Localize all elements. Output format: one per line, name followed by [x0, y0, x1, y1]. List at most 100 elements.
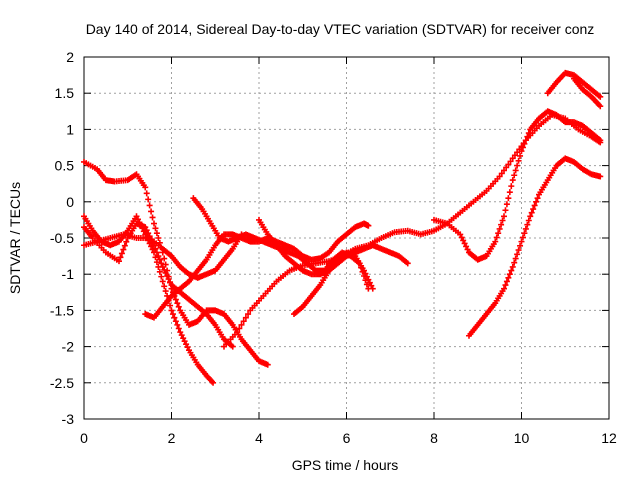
- data-point: [151, 242, 157, 249]
- data-point: [509, 155, 516, 162]
- data-point: [518, 238, 525, 245]
- data-point: [457, 231, 464, 238]
- data-point: [149, 239, 156, 246]
- data-point: [511, 172, 518, 179]
- data-point: [174, 321, 181, 328]
- data-point: [519, 144, 526, 151]
- data-point: [503, 164, 510, 171]
- data-point: [498, 170, 505, 177]
- data-point: [174, 300, 181, 307]
- data-point: [156, 268, 163, 275]
- data-point: [366, 279, 373, 286]
- data-point: [502, 282, 509, 289]
- y-tick-label: 2: [66, 49, 74, 65]
- data-point: [525, 130, 532, 137]
- data-point: [158, 273, 165, 280]
- chart-title: Day 140 of 2014, Sidereal Day-to-day VTE…: [86, 21, 595, 37]
- data-point: [511, 152, 518, 159]
- data-point: [499, 217, 506, 224]
- series-sat-i: [291, 249, 376, 318]
- data-point: [171, 314, 178, 321]
- data-point: [502, 207, 509, 214]
- data-point: [155, 253, 162, 260]
- data-point: [369, 285, 376, 292]
- data-point: [181, 338, 188, 345]
- data-point: [142, 224, 149, 231]
- data-point: [365, 276, 372, 283]
- data-point: [142, 184, 149, 191]
- y-tick-label: 0: [66, 194, 74, 210]
- series-sat-j: [431, 108, 604, 263]
- data-point: [524, 133, 531, 140]
- data-point: [178, 332, 185, 339]
- data-point: [514, 162, 521, 169]
- data-point: [404, 260, 411, 267]
- x-tick-label: 8: [430, 430, 438, 446]
- data-point: [159, 278, 166, 285]
- data-point: [117, 254, 124, 261]
- data-point: [175, 325, 182, 332]
- data-point: [148, 208, 155, 215]
- data-point: [501, 213, 507, 220]
- data-point: [463, 243, 470, 250]
- data-point: [164, 273, 171, 280]
- data-point: [458, 234, 465, 241]
- data-point: [522, 137, 529, 144]
- data-point: [514, 149, 521, 156]
- data-series: [81, 69, 604, 386]
- data-point: [161, 255, 168, 262]
- data-point: [515, 247, 522, 254]
- data-point: [183, 341, 190, 348]
- data-point: [143, 190, 150, 197]
- data-point: [161, 283, 168, 290]
- data-point: [501, 167, 507, 174]
- data-point: [496, 225, 503, 232]
- data-point: [525, 217, 532, 224]
- series-sat-l: [544, 69, 604, 100]
- x-tick-label: 4: [255, 430, 263, 446]
- data-point: [177, 329, 184, 336]
- data-point: [368, 282, 375, 289]
- data-point: [498, 221, 505, 228]
- data-point: [517, 242, 524, 249]
- x-tick-label: 10: [514, 430, 530, 446]
- data-point: [242, 314, 249, 321]
- data-point: [508, 183, 515, 190]
- data-point: [264, 361, 271, 368]
- data-point: [534, 195, 541, 202]
- data-point: [168, 307, 175, 314]
- data-point: [509, 177, 516, 184]
- series-sat-m: [571, 75, 604, 110]
- data-point: [155, 235, 162, 241]
- data-point: [528, 209, 535, 216]
- data-point: [496, 173, 503, 180]
- data-point: [153, 249, 160, 256]
- data-point: [507, 158, 514, 165]
- y-tick-label: 1.5: [55, 85, 75, 101]
- data-point: [506, 189, 513, 196]
- data-point: [153, 230, 160, 237]
- data-point: [495, 230, 502, 237]
- data-point: [597, 103, 604, 110]
- data-point: [512, 167, 519, 174]
- data-point: [533, 198, 540, 205]
- data-point: [503, 201, 510, 208]
- data-point: [464, 246, 471, 253]
- data-point: [518, 148, 525, 155]
- data-point: [172, 296, 179, 303]
- series-sat-c: [81, 213, 217, 386]
- data-point: [493, 234, 500, 241]
- data-point: [172, 318, 179, 325]
- data-point: [146, 202, 153, 209]
- data-point: [162, 269, 169, 276]
- data-point: [515, 157, 522, 164]
- data-point: [492, 238, 499, 245]
- data-point: [519, 234, 526, 241]
- x-tick-label: 2: [168, 430, 176, 446]
- data-point: [505, 274, 512, 281]
- data-point: [149, 214, 156, 221]
- y-tick-label: 0.5: [55, 158, 75, 174]
- data-point: [503, 278, 510, 285]
- data-point: [461, 240, 468, 247]
